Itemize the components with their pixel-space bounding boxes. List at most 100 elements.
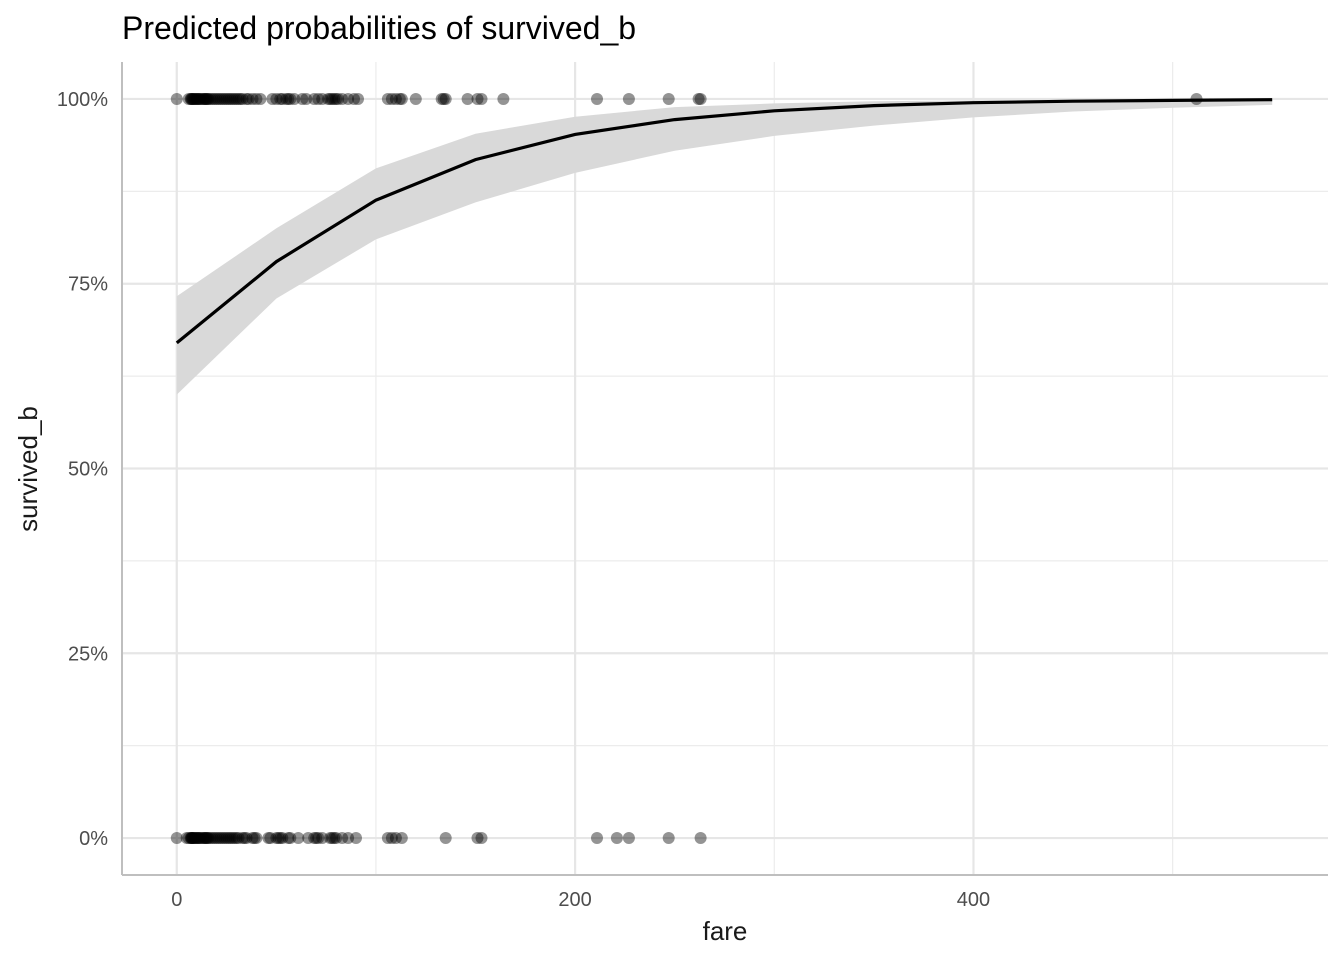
point-survived-1	[216, 93, 229, 105]
point-survived-1	[206, 93, 219, 105]
point-survived-1	[187, 93, 200, 105]
point-survived-0	[200, 832, 213, 844]
point-survived-1	[226, 93, 239, 105]
point-survived-0	[218, 832, 231, 844]
point-survived-0	[196, 832, 209, 844]
point-survived-0	[190, 832, 203, 844]
point-survived-1	[198, 93, 211, 105]
point-survived-0	[206, 832, 219, 844]
point-survived-0	[180, 832, 193, 844]
y-axis-title: survived_b	[13, 406, 43, 532]
point-survived-1	[692, 93, 705, 105]
point-survived-0	[395, 832, 408, 844]
point-survived-0	[330, 832, 343, 844]
point-survived-1	[296, 93, 309, 105]
point-survived-0	[197, 832, 210, 844]
point-survived-0	[186, 832, 199, 844]
point-survived-0	[282, 832, 295, 844]
point-survived-1	[694, 93, 707, 105]
point-survived-0	[214, 832, 227, 844]
point-survived-0	[270, 832, 283, 844]
point-survived-1	[591, 93, 603, 105]
point-survived-1	[497, 93, 510, 105]
point-survived-0	[622, 832, 635, 844]
point-survived-1	[230, 93, 243, 105]
y-tick-label: 50%	[68, 459, 108, 481]
point-survived-0	[246, 832, 259, 844]
point-survived-0	[188, 832, 201, 844]
point-survived-1	[336, 93, 349, 105]
point-survived-0	[389, 832, 402, 844]
x-tick-label: 400	[957, 889, 990, 911]
point-survived-1	[316, 93, 329, 105]
y-tick-label: 0%	[79, 828, 108, 850]
point-survived-0	[201, 832, 214, 844]
point-survived-0	[240, 832, 253, 844]
point-survived-1	[322, 93, 335, 105]
point-survived-1	[282, 93, 295, 105]
point-survived-0	[185, 832, 198, 844]
point-survived-0	[202, 832, 215, 844]
prediction-line	[175, 98, 1273, 345]
point-survived-1	[276, 93, 289, 105]
point-survived-0	[193, 832, 206, 844]
point-survived-0	[324, 832, 337, 844]
point-survived-0	[224, 832, 237, 844]
point-survived-0	[439, 832, 452, 844]
point-survived-1	[288, 93, 301, 105]
point-survived-0	[250, 832, 263, 844]
point-survived-1	[352, 93, 364, 105]
point-survived-0	[220, 832, 233, 844]
point-survived-1	[202, 93, 215, 105]
point-survived-0	[238, 832, 251, 844]
point-survived-0	[192, 832, 205, 844]
point-survived-0	[292, 832, 305, 844]
point-survived-0	[302, 832, 315, 844]
point-survived-0	[262, 832, 275, 844]
point-survived-1	[200, 93, 213, 105]
point-survived-0	[284, 832, 297, 844]
point-survived-1	[189, 93, 202, 105]
point-survived-1	[312, 93, 325, 105]
point-survived-1	[232, 93, 245, 105]
point-survived-1	[186, 93, 199, 105]
y-tick-labels: 0% 25% 50% 75% 100%	[57, 89, 108, 850]
point-survived-0	[226, 832, 239, 844]
point-survived-0	[232, 832, 245, 844]
point-survived-1	[222, 93, 235, 105]
x-tick-label: 200	[558, 889, 591, 911]
point-survived-1	[393, 93, 406, 105]
point-survived-1	[395, 93, 408, 105]
point-survived-1	[409, 93, 422, 105]
point-survived-1	[210, 93, 223, 105]
y-tick-label: 75%	[68, 274, 108, 296]
point-survived-1	[236, 93, 249, 105]
point-survived-0	[186, 832, 199, 844]
point-survived-0	[210, 832, 223, 844]
point-survived-0	[694, 832, 707, 844]
point-survived-1	[196, 93, 209, 105]
point-survived-1	[280, 93, 293, 105]
point-survived-0	[199, 832, 212, 844]
point-survived-0	[328, 832, 341, 844]
point-survived-1	[622, 93, 635, 105]
point-survived-0	[350, 832, 362, 844]
point-survived-1	[188, 93, 201, 105]
point-survived-1	[218, 93, 231, 105]
point-survived-0	[272, 832, 285, 844]
point-survived-0	[230, 832, 243, 844]
point-survived-1	[212, 93, 225, 105]
point-survived-1	[250, 93, 263, 105]
point-survived-1	[185, 93, 198, 105]
point-survived-1	[194, 93, 207, 105]
point-survived-1	[389, 93, 402, 105]
x-tick-labels: 0 200 400	[171, 889, 990, 911]
axes	[121, 62, 1328, 876]
point-survived-1	[439, 93, 452, 105]
point-survived-0	[264, 832, 277, 844]
point-survived-1	[186, 93, 199, 105]
point-survived-0	[662, 832, 675, 844]
point-survived-0	[326, 832, 339, 844]
point-survived-1	[220, 93, 233, 105]
